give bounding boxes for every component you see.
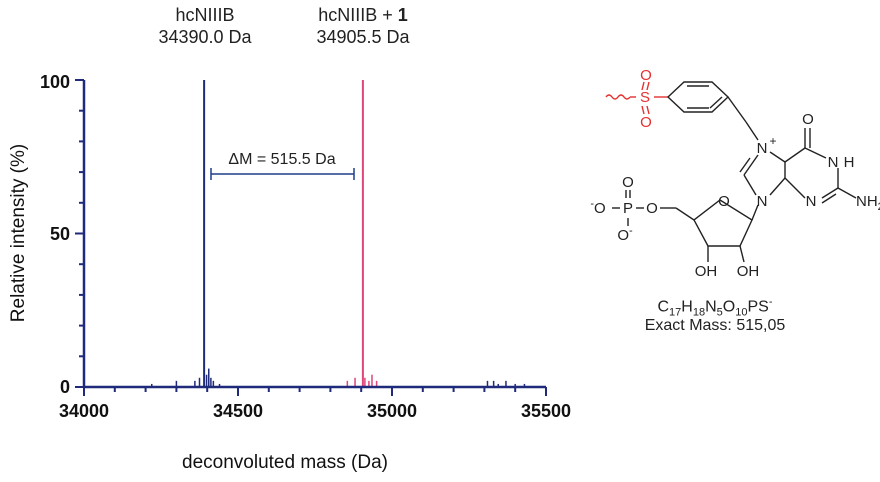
molecule-atom-labels: O S O N + O N H N N NH2 O OH OH P O -O O… <box>590 67 880 280</box>
y-tick-label-50: 50 <box>50 224 70 244</box>
x-tick-label-35500: 35500 <box>521 401 571 421</box>
peak2-name: hcNIIIB + 1 <box>318 5 408 25</box>
y-tick-label-0: 0 <box>60 377 70 397</box>
atom-n3: N <box>806 193 817 210</box>
atom-p: P <box>623 200 633 217</box>
atom-o-ring: O <box>718 193 730 210</box>
y-axis-title: Relative intensity (%) <box>8 144 29 322</box>
x-tick-label-34500: 34500 <box>213 401 263 421</box>
atom-h1: H <box>844 154 855 171</box>
ticks-layer <box>75 79 547 396</box>
atom-o-p-top: O <box>622 174 634 191</box>
x-tick-label-34000: 34000 <box>59 401 109 421</box>
x-tick-label-35000: 35000 <box>367 401 417 421</box>
spectrum-plot: 100 50 0 34000 34500 35000 35500 deconvo… <box>8 72 571 473</box>
series-layer <box>151 80 526 387</box>
atom-o-sulfonyl-bottom: O <box>640 114 652 131</box>
peak2-mass: 34905.5 Da <box>316 27 410 47</box>
atom-oh-left: OH <box>695 263 718 280</box>
peak1-mass: 34390.0 Da <box>158 27 252 47</box>
delta-mass-bracket <box>210 168 355 180</box>
peak1-name: hcNIIIB <box>175 5 235 25</box>
atom-o-sulfonyl-top: O <box>640 67 652 84</box>
atom-o-p-left: -O <box>590 198 605 217</box>
molecular-formula: C17H18N5O10PS- <box>657 296 773 319</box>
atom-n1: N <box>828 154 839 171</box>
atom-n9: N <box>757 193 768 210</box>
atom-s: S <box>640 89 650 106</box>
wavy-bond <box>605 94 631 100</box>
y-tick-label-100: 100 <box>40 72 70 92</box>
atom-nh2: NH2 <box>856 193 880 213</box>
atom-n7: N <box>757 140 768 157</box>
molecule-structure <box>605 81 857 263</box>
atom-o-carbonyl: O <box>802 111 814 128</box>
atom-o-p-bottom: O- <box>617 225 633 244</box>
peak2-label: hcNIIIB + 1 34905.5 Da <box>296 4 430 48</box>
atom-oh-right: OH <box>737 263 760 280</box>
exact-mass: Exact Mass: 515,05 <box>644 317 786 334</box>
x-axis-title: deconvoluted mass (Da) <box>182 452 388 473</box>
delta-mass-label: ΔM = 515.5 Da <box>228 151 335 168</box>
atom-n7-charge: + <box>769 134 776 148</box>
peak1-label: hcNIIIB 34390.0 Da <box>140 4 270 48</box>
atom-o-p-right: O <box>646 200 658 217</box>
